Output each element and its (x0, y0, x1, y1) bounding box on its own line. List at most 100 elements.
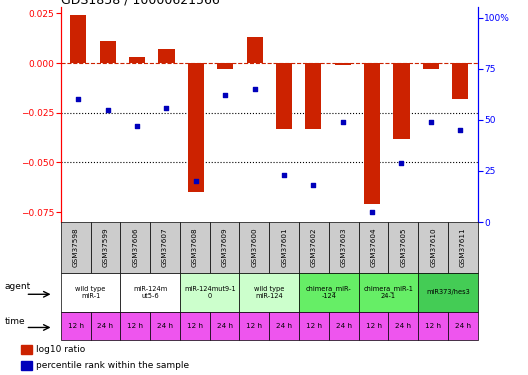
Bar (240, 312, 269, 340)
Point (103, 106, 112, 112)
Bar (299, 222, 329, 273)
Bar (61, 312, 90, 340)
Text: miR373/hes3: miR373/hes3 (426, 290, 470, 296)
Text: GSM37599: GSM37599 (102, 228, 108, 267)
Bar (276, 63, 292, 129)
Text: GSM37600: GSM37600 (251, 228, 257, 267)
Bar (61, 222, 90, 273)
Text: 12 h: 12 h (306, 323, 322, 329)
Point (162, 105, 171, 111)
Bar (120, 222, 150, 273)
Bar (210, 312, 240, 340)
Text: 12 h: 12 h (127, 323, 143, 329)
Text: GSM37606: GSM37606 (132, 228, 138, 267)
Text: GSM37604: GSM37604 (371, 228, 376, 267)
Bar (359, 312, 389, 340)
Point (280, 172, 288, 178)
Text: chimera_miR-
-124: chimera_miR- -124 (306, 285, 352, 299)
Text: GSM37601: GSM37601 (281, 228, 287, 267)
Bar (129, 57, 145, 63)
Text: 24 h: 24 h (216, 323, 233, 329)
Point (427, 119, 435, 125)
Bar (359, 273, 418, 312)
Bar (120, 273, 180, 312)
Text: 24 h: 24 h (97, 323, 114, 329)
Point (456, 127, 465, 133)
Bar (452, 63, 468, 99)
Bar (418, 312, 448, 340)
Bar (247, 37, 262, 63)
Bar (393, 63, 410, 139)
Text: GSM37610: GSM37610 (430, 228, 436, 267)
Point (338, 119, 347, 125)
Text: agent: agent (5, 282, 31, 291)
Point (133, 123, 142, 129)
Text: 24 h: 24 h (157, 323, 173, 329)
Bar (180, 222, 210, 273)
Point (221, 92, 230, 98)
Text: GSM37611: GSM37611 (460, 228, 466, 267)
Text: miR-124m
ut5-6: miR-124m ut5-6 (133, 286, 167, 299)
Text: 24 h: 24 h (395, 323, 411, 329)
Bar (389, 312, 418, 340)
Bar (448, 222, 478, 273)
Bar (21, 345, 32, 354)
Text: 24 h: 24 h (336, 323, 352, 329)
Text: 12 h: 12 h (247, 323, 262, 329)
Bar (217, 63, 233, 69)
Text: log10 ratio: log10 ratio (36, 345, 85, 354)
Bar (299, 273, 359, 312)
Text: GSM37607: GSM37607 (162, 228, 168, 267)
Bar (240, 222, 269, 273)
Text: 12 h: 12 h (425, 323, 441, 329)
Text: GSM37605: GSM37605 (400, 228, 407, 267)
Text: GSM37608: GSM37608 (192, 228, 198, 267)
Text: GSM37609: GSM37609 (222, 228, 228, 267)
Bar (269, 312, 299, 340)
Text: chimera_miR-1
24-1: chimera_miR-1 24-1 (363, 285, 413, 299)
Bar (269, 222, 299, 273)
Point (309, 182, 317, 188)
Text: 12 h: 12 h (365, 323, 382, 329)
Text: miR-124mut9-1
0: miR-124mut9-1 0 (184, 286, 235, 299)
Text: percentile rank within the sample: percentile rank within the sample (36, 361, 189, 370)
Bar (100, 41, 116, 63)
Bar (158, 49, 175, 63)
Point (192, 178, 200, 184)
Text: wild type
miR-1: wild type miR-1 (76, 286, 106, 299)
Text: GDS1858 / 10000621566: GDS1858 / 10000621566 (61, 0, 220, 6)
Text: GSM37598: GSM37598 (73, 228, 79, 267)
Text: GSM37602: GSM37602 (311, 228, 317, 267)
Bar (305, 63, 322, 129)
Bar (210, 222, 240, 273)
Bar (21, 361, 32, 370)
Text: GSM37603: GSM37603 (341, 228, 347, 267)
Bar (120, 312, 150, 340)
Bar (389, 222, 418, 273)
Text: wild type
miR-124: wild type miR-124 (254, 286, 285, 299)
Bar (364, 63, 380, 204)
Bar (448, 312, 478, 340)
Bar (61, 273, 120, 312)
Point (74, 96, 82, 102)
Bar (418, 222, 448, 273)
Bar (180, 273, 240, 312)
Bar (90, 222, 120, 273)
Point (397, 160, 406, 166)
Bar (70, 15, 87, 63)
Bar (240, 273, 299, 312)
Point (250, 86, 259, 92)
Bar (180, 312, 210, 340)
Bar (150, 222, 180, 273)
Text: 24 h: 24 h (455, 323, 471, 329)
Bar (150, 312, 180, 340)
Bar (188, 63, 204, 192)
Text: 12 h: 12 h (187, 323, 203, 329)
Text: 24 h: 24 h (276, 323, 292, 329)
Bar (359, 222, 389, 273)
Bar (335, 63, 351, 65)
Point (368, 209, 376, 215)
Bar (90, 312, 120, 340)
Bar (423, 63, 439, 69)
Bar (329, 312, 359, 340)
